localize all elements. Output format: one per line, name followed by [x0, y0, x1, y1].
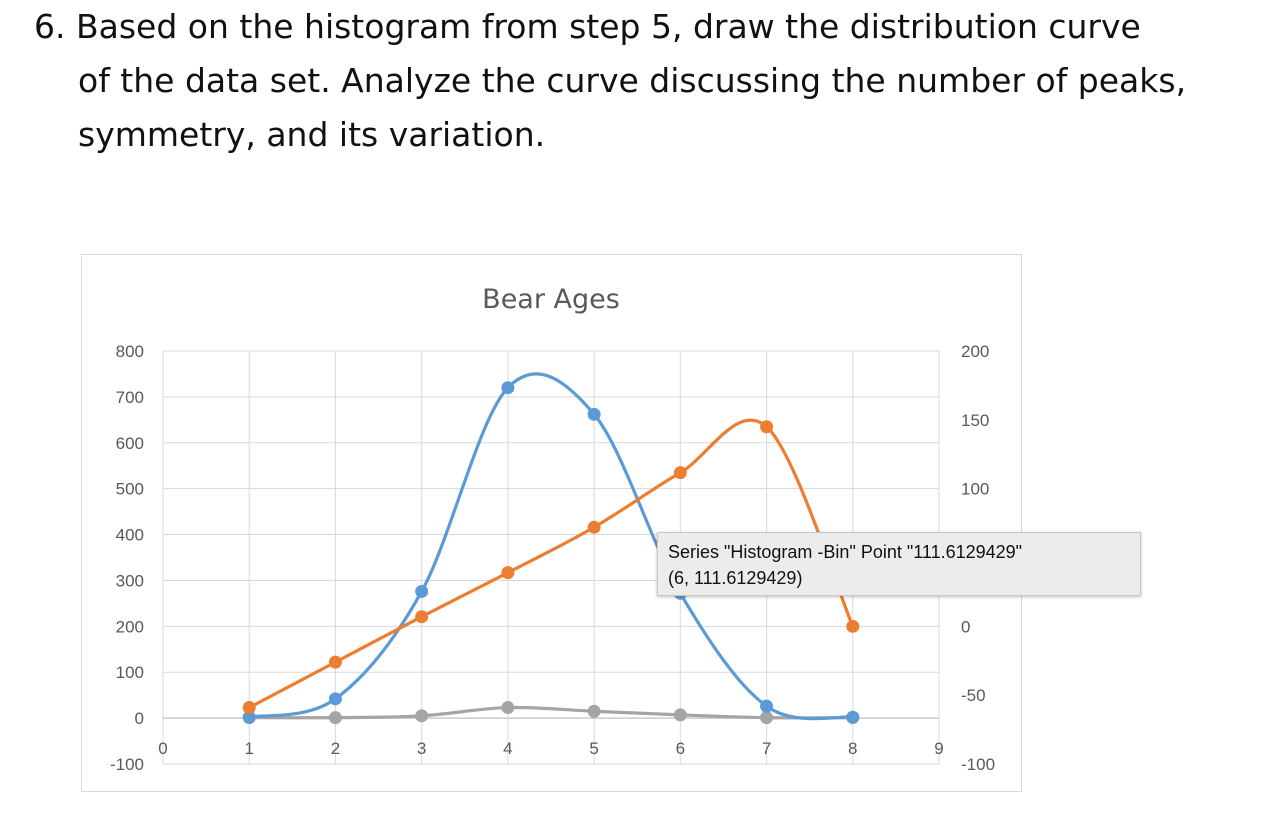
- y-tick-label: 500: [116, 480, 144, 499]
- series-3-point: [587, 704, 601, 718]
- series-2-point: [760, 420, 774, 434]
- question-line-3: symmetry, and its variation.: [78, 115, 546, 154]
- series-1-point: [760, 699, 774, 713]
- y2-tick-label: 200: [961, 342, 989, 361]
- y2-tick-label: -50: [961, 686, 986, 705]
- chart-title: Bear Ages: [482, 284, 620, 315]
- y-tick-label: 300: [116, 571, 144, 590]
- y-tick-label: 400: [116, 526, 144, 545]
- x-tick-label: 5: [589, 739, 598, 758]
- x-tick-label: 7: [762, 739, 771, 758]
- series-2-point: [501, 566, 515, 580]
- x-tick-label: 1: [244, 739, 253, 758]
- x-tick-label: 9: [934, 739, 943, 758]
- y-tick-label: 0: [135, 709, 144, 728]
- tooltip-series-line: Series "Histogram -Bin" Point "111.61294…: [668, 542, 1023, 562]
- x-tick-label: 8: [848, 739, 857, 758]
- series-2-point: [415, 610, 429, 624]
- series-3-point: [328, 711, 342, 725]
- series-3-point: [415, 709, 429, 723]
- y-tick-label: -100: [110, 755, 144, 774]
- tooltip-value-line: (6, 111.6129429): [668, 568, 803, 588]
- series-2-point: [328, 655, 342, 669]
- y2-tick-label: 100: [961, 480, 989, 499]
- question-number: 6.: [34, 7, 66, 46]
- series-1-point: [846, 710, 860, 724]
- x-tick-label: 0: [158, 739, 167, 758]
- y2-tick-label: 150: [961, 411, 989, 430]
- series-2-point: [846, 619, 860, 633]
- series-2-point: [242, 701, 256, 715]
- y2-tick-label: -100: [961, 755, 995, 774]
- y-tick-label: 100: [116, 663, 144, 682]
- question-line-1: 6. Based on the histogram from step 5, d…: [34, 7, 1141, 46]
- y2-tick-label: 0: [961, 617, 970, 636]
- question-line-2: of the data set. Analyze the curve discu…: [78, 61, 1187, 100]
- x-tick-label: 6: [676, 739, 685, 758]
- series-1-point: [328, 692, 342, 706]
- y-tick-label: 700: [116, 388, 144, 407]
- series-3-point: [760, 711, 774, 725]
- series-1-point: [587, 407, 601, 421]
- series-3-point: [501, 701, 515, 715]
- data-point-tooltip: Series "Histogram -Bin" Point "111.61294…: [657, 532, 1141, 596]
- series-1-point: [415, 584, 429, 598]
- y-tick-label: 600: [116, 434, 144, 453]
- series-3-point: [673, 708, 687, 722]
- series-3-line: [249, 705, 853, 720]
- x-tick-label: 4: [503, 739, 512, 758]
- x-tick-label: 3: [417, 739, 426, 758]
- y-tick-label: 200: [116, 617, 144, 636]
- series-2-point: [587, 520, 601, 534]
- series-1-point: [501, 381, 515, 395]
- x-tick-label: 2: [331, 739, 340, 758]
- series-2-point: [673, 466, 687, 480]
- question-text: 6. Based on the histogram from step 5, d…: [34, 0, 1254, 162]
- y-tick-label: 800: [116, 342, 144, 361]
- series-1-point: [242, 710, 256, 724]
- chart-frame[interactable]: [81, 254, 1022, 792]
- series-1-line: [248, 372, 853, 721]
